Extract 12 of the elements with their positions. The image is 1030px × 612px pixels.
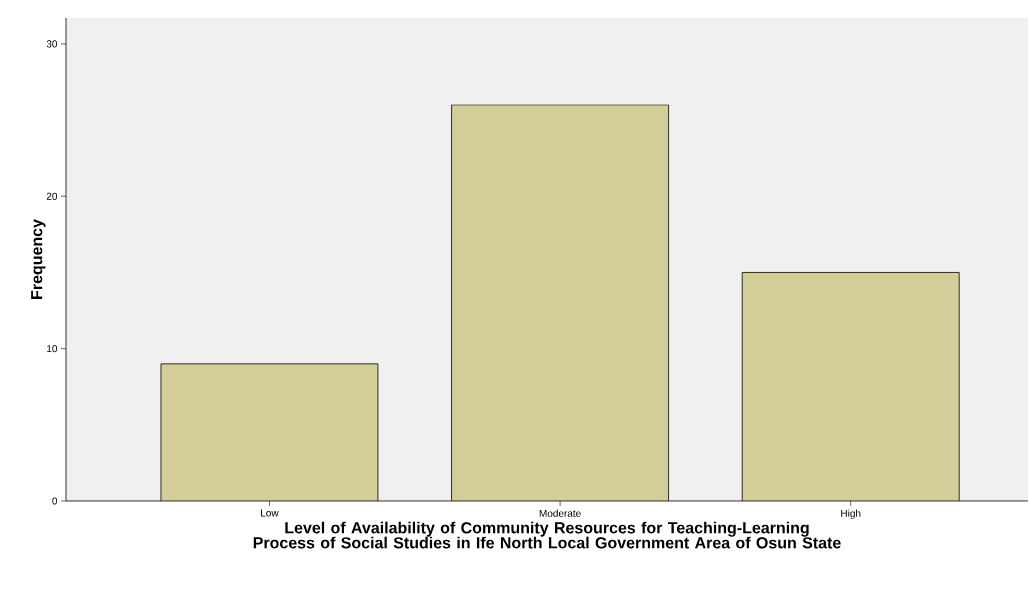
x-tick-label: High — [841, 509, 861, 519]
y-tick-label: 0 — [52, 497, 58, 505]
bar — [160, 363, 378, 501]
x-tick-label: Moderate — [539, 509, 581, 517]
y-tick-label: 20 — [46, 192, 58, 200]
x-tick-label: Low — [261, 509, 279, 517]
y-tick-label: 10 — [47, 345, 58, 353]
x-axis-title: Level of Availability of Community Resources for Teaching-Learning Process of Social Studies in Ife North Local Government Area of Osun State — [253, 521, 841, 549]
bar — [451, 104, 669, 501]
y-tick-label: 30 — [46, 40, 58, 48]
y-axis-title: Frequency — [31, 219, 46, 299]
bar — [741, 272, 960, 501]
